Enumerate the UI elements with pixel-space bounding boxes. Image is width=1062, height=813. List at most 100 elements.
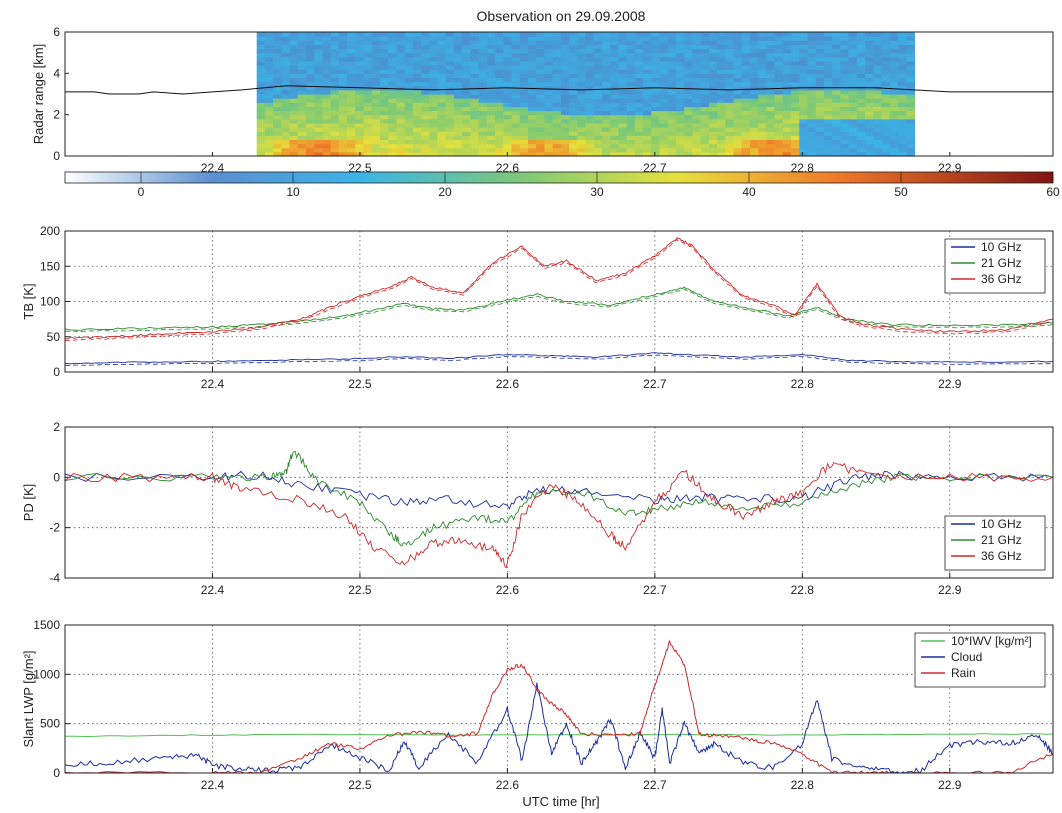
radar-cell xyxy=(856,106,866,112)
radar-cell xyxy=(708,85,718,91)
radar-cell xyxy=(840,94,850,99)
y-tick-label: 50 xyxy=(47,330,61,344)
radar-cell xyxy=(585,65,595,70)
radar-cell xyxy=(889,77,899,83)
radar-cell xyxy=(330,73,340,78)
radar-cell xyxy=(462,60,471,66)
radar-cell xyxy=(544,48,554,54)
plot-frame xyxy=(64,426,1054,579)
radar-cell xyxy=(412,118,422,124)
radar-cell xyxy=(338,52,348,58)
radar-cell xyxy=(676,60,685,66)
radar-cell xyxy=(511,147,521,153)
radar-cell xyxy=(881,110,891,116)
radar-cell xyxy=(815,102,825,107)
radar-cell xyxy=(881,98,891,103)
radar-cell xyxy=(454,143,463,149)
radar-cell xyxy=(495,65,504,70)
radar-cell xyxy=(519,73,529,78)
radar-cell xyxy=(552,73,562,78)
radar-cell xyxy=(577,106,587,112)
x-tick-label: 22.9 xyxy=(938,161,962,175)
radar-cell xyxy=(511,106,521,112)
radar-cell xyxy=(889,151,899,157)
radar-cell xyxy=(396,106,406,112)
radar-cell xyxy=(371,65,381,70)
radar-cell xyxy=(495,131,504,136)
radar-cell xyxy=(897,127,907,132)
radar-cell xyxy=(700,114,710,120)
radar-cell xyxy=(750,40,759,45)
radar-cell xyxy=(577,44,587,50)
radar-cell xyxy=(626,60,636,66)
radar-cell xyxy=(437,127,447,132)
radar-cell xyxy=(445,77,455,83)
radar-cell xyxy=(478,135,488,140)
radar-cell xyxy=(355,56,365,62)
plot-frame xyxy=(64,31,1054,157)
radar-cell xyxy=(626,106,636,112)
radar-cell xyxy=(429,81,439,87)
radar-cell xyxy=(725,127,735,132)
radar-cell xyxy=(807,94,817,99)
x-tick-label: 22.7 xyxy=(643,161,667,175)
radar-cell xyxy=(741,36,751,41)
radar-cell xyxy=(766,122,776,128)
radar-cell xyxy=(700,69,710,74)
radar-cell xyxy=(865,102,874,107)
radar-cell xyxy=(881,89,891,95)
radar-cell xyxy=(577,143,587,149)
radar-cell xyxy=(519,94,529,99)
radar-cell xyxy=(404,114,414,120)
radar-cell xyxy=(733,106,743,112)
radar-cell xyxy=(750,44,759,50)
radar-cell xyxy=(330,147,340,153)
radar-cell xyxy=(897,122,907,128)
radar-cell xyxy=(404,94,414,99)
radar-cell xyxy=(536,32,545,37)
radar-cell xyxy=(569,48,578,54)
radar-cell xyxy=(421,122,430,128)
radar-cell xyxy=(273,40,282,45)
radar-cell xyxy=(281,118,291,124)
radar-cell xyxy=(429,143,439,149)
radar-cell xyxy=(881,77,891,83)
radar-cell xyxy=(725,151,735,157)
radar-cell xyxy=(412,110,422,116)
radar-cell xyxy=(692,127,702,132)
radar-cell xyxy=(388,127,397,132)
radar-cell xyxy=(314,135,323,140)
radar-cell xyxy=(478,77,488,83)
radar-cell xyxy=(684,77,693,83)
radar-cell xyxy=(832,94,841,99)
radar-cell xyxy=(437,73,447,78)
radar-cell xyxy=(659,65,669,70)
series-line xyxy=(65,733,1053,738)
radar-cell xyxy=(306,52,315,58)
radar-cell xyxy=(577,147,587,153)
radar-cell xyxy=(322,131,332,136)
radar-cell xyxy=(758,52,767,58)
radar-cell xyxy=(404,135,414,140)
radar-cell xyxy=(881,147,891,153)
radar-cell xyxy=(470,151,480,157)
radar-cell xyxy=(519,135,529,140)
radar-cell xyxy=(602,135,611,140)
radar-cell xyxy=(347,94,356,99)
radar-cell xyxy=(593,122,603,128)
radar-cell xyxy=(412,65,422,70)
legend-entry: 10*IWV [kg/m²] xyxy=(951,634,1032,648)
radar-cell xyxy=(807,40,817,45)
radar-cell xyxy=(906,114,915,120)
radar-cell xyxy=(659,135,669,140)
radar-cell xyxy=(585,52,595,58)
radar-cell xyxy=(437,131,447,136)
radar-cell xyxy=(750,89,759,95)
radar-cell xyxy=(643,102,652,107)
radar-cell xyxy=(421,85,430,91)
radar-cell xyxy=(396,69,406,74)
radar-cell xyxy=(470,81,480,87)
radar-cell xyxy=(725,48,735,54)
radar-cell xyxy=(421,77,430,83)
radar-cell xyxy=(626,102,636,107)
